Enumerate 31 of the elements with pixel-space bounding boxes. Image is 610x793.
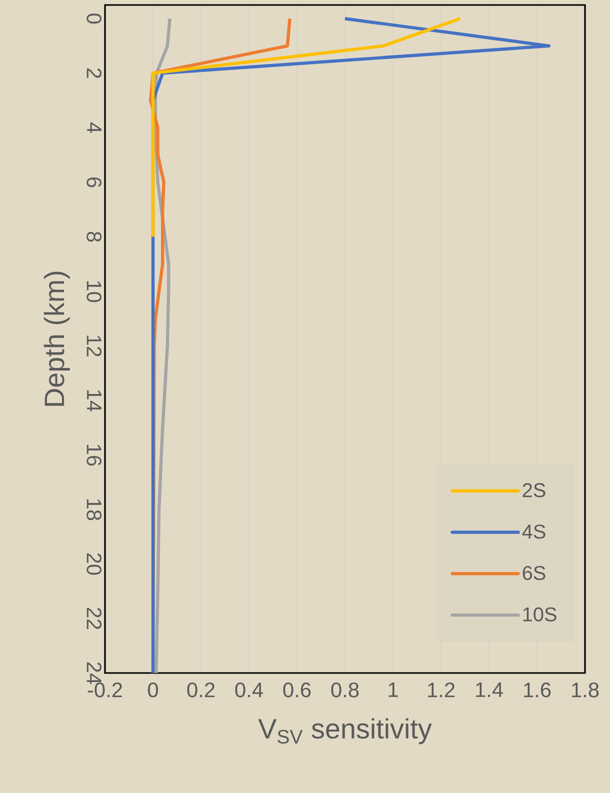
x-tick-label: 1.2: [428, 682, 454, 698]
legend-label: 2S: [522, 483, 546, 498]
legend-label: 4S: [522, 524, 546, 539]
y-tick-label: 14: [87, 390, 102, 412]
x-tick-label: 0: [148, 682, 158, 698]
x-tick-label: 0.6: [283, 682, 311, 698]
y-tick-label: 22: [86, 608, 102, 630]
x-axis-title: V$_{SV}$ sensitivity: [258, 718, 432, 744]
y-tick-label: 18: [86, 499, 102, 520]
y-tick-label: 6: [86, 177, 102, 188]
y-tick-label: 12: [86, 336, 102, 356]
y-tick-label: 4: [87, 122, 102, 133]
y-tick-label: 8: [86, 232, 102, 242]
legend-label: 6S: [522, 566, 546, 580]
y-tick-label: 20: [86, 553, 102, 575]
x-tick-label: 1.4: [476, 682, 503, 697]
x-tick-label: 1: [388, 682, 398, 697]
y-tick-label: 10: [86, 281, 102, 302]
y-tick-label: 16: [86, 444, 102, 466]
y-axis-title: Depth (km): [44, 272, 70, 406]
x-tick-label: 0.4: [235, 682, 263, 698]
line-series: [151, 17, 462, 238]
x-tick-label: 0.2: [187, 682, 214, 698]
x-tick-label: -0.2: [88, 682, 122, 698]
legend-label: 10S: [523, 607, 556, 622]
x-tick-label: 1.8: [572, 682, 599, 698]
y-tick-label: 0: [86, 14, 102, 24]
x-tick-label: 1.6: [524, 682, 551, 698]
x-tick-label: 0.8: [331, 682, 359, 698]
y-tick-label: 24: [86, 662, 102, 684]
y-tick-label: 2: [86, 68, 102, 78]
